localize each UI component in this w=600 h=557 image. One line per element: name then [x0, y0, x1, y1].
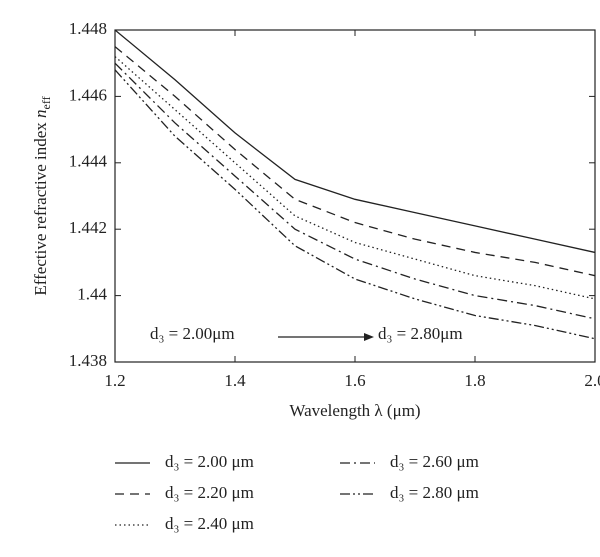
y-label-symbol: n	[31, 109, 50, 118]
y-axis-label: Effective refractive index neff	[31, 96, 53, 295]
y-tick-label: 1.444	[69, 152, 108, 171]
y-label-text: Effective refractive index	[31, 118, 50, 296]
y-tick-label: 1.442	[69, 218, 107, 237]
y-tick-label: 1.44	[77, 285, 107, 304]
x-tick-label: 1.6	[344, 371, 365, 390]
legend-label: d₃ = 2.60 μm	[390, 452, 479, 471]
annotation: d₃ = 2.00μm	[150, 324, 235, 343]
arrow-head	[364, 333, 374, 341]
series-line	[114, 56, 596, 300]
x-axis-label: Wavelength λ (μm)	[289, 401, 420, 420]
legend-label: d₃ = 2.40 μm	[165, 514, 254, 533]
y-tick-label: 1.438	[69, 351, 107, 370]
legend-label: d₃ = 2.80 μm	[390, 483, 479, 502]
plot-frame	[114, 29, 596, 363]
annotation: d₃ = 2.80μm	[378, 324, 463, 343]
x-tick-label: 1.4	[224, 371, 246, 390]
x-tick-label: 2.0	[584, 371, 600, 390]
y-tick-label: 1.446	[69, 85, 107, 104]
legend-label: d₃ = 2.00 μm	[165, 452, 254, 471]
y-label-subscript: eff	[39, 96, 53, 109]
x-tick-label: 1.8	[464, 371, 485, 390]
series-line	[114, 69, 596, 340]
series-line	[114, 62, 596, 320]
series-line	[114, 46, 596, 277]
y-tick-label: 1.448	[69, 19, 107, 38]
series-line	[114, 29, 596, 254]
legend-label: d₃ = 2.20 μm	[165, 483, 254, 502]
x-tick-label: 1.2	[104, 371, 125, 390]
